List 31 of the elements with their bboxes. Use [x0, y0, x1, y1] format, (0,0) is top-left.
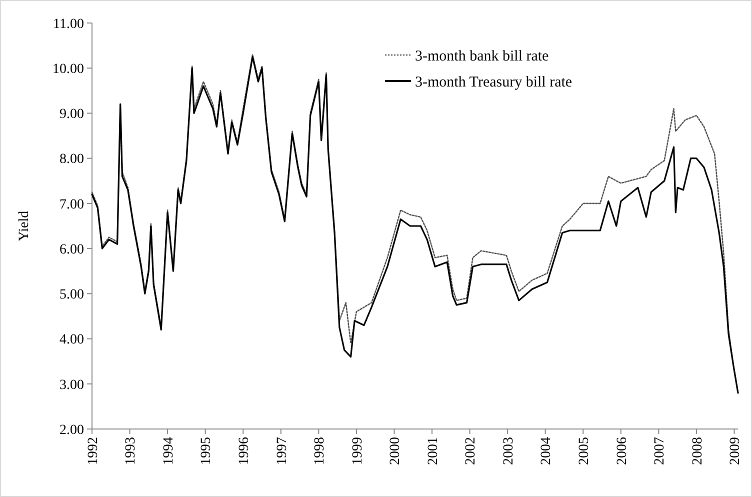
y-tick-label: 8.00	[60, 152, 84, 168]
y-tick-label: 2.00	[60, 422, 84, 438]
x-tick-label: 1994	[161, 437, 176, 465]
y-tick-label: 3.00	[60, 378, 84, 393]
x-tick-label: 1993	[124, 437, 139, 465]
x-tick-label: 2001	[426, 437, 441, 465]
y-tick-label: 7.00	[60, 197, 84, 212]
x-tick-label: 2008	[690, 437, 706, 465]
y-tick-label: 11.00	[53, 16, 84, 32]
x-tick-label: 1996	[237, 437, 252, 465]
x-tick-label: 2002	[464, 437, 479, 465]
x-tick-label: 2009	[728, 437, 744, 465]
legend-label: 3-month bank bill rate	[415, 48, 550, 64]
x-tick-label: 2000	[388, 437, 404, 465]
x-tick-label: 2003	[501, 437, 516, 465]
y-tick-label: 4.00	[60, 332, 84, 348]
x-tick-label: 2005	[577, 437, 592, 465]
x-tick-label: 1999	[350, 437, 366, 465]
legend-label: 3-month Treasury bill rate	[415, 74, 572, 90]
y-tick-label: 6.00	[60, 242, 84, 258]
x-tick-label: 2004	[539, 437, 554, 465]
x-tick-label: 1995	[199, 437, 214, 465]
y-tick-label: 10.00	[52, 62, 84, 78]
x-tick-label: 1997	[274, 437, 290, 465]
x-tick-label: 2006	[614, 437, 630, 465]
y-tick-label: 5.00	[60, 288, 84, 303]
x-tick-label: 1998	[312, 437, 328, 465]
x-tick-label: 2007	[652, 437, 668, 465]
y-axis-title: Yield	[17, 210, 32, 242]
x-tick-label: 1992	[86, 437, 101, 465]
y-tick-label: 9.00	[60, 107, 84, 122]
